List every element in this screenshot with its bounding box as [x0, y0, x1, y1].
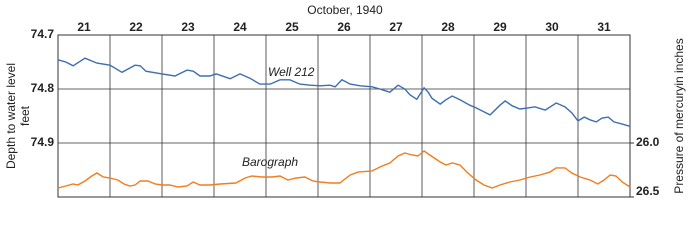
- series-line: [57, 150, 631, 189]
- x-tick-label: 25: [285, 20, 299, 34]
- series-line: [57, 57, 631, 127]
- x-tick-label: 31: [597, 20, 611, 34]
- x-tick-label: 23: [181, 20, 195, 34]
- y-axis-label: feet: [18, 105, 32, 126]
- x-tick-label: 26: [337, 20, 351, 34]
- x-tick-label: 29: [493, 20, 507, 34]
- chart: October, 1940 Depth to water level feet …: [4, 3, 686, 198]
- annotation: Well 212: [268, 65, 315, 79]
- x-tick-label: 27: [389, 20, 403, 34]
- y-tick-label: 74.7: [31, 27, 55, 41]
- x-tick-label: 22: [129, 20, 143, 34]
- y-tick-label: 74.8: [31, 81, 55, 95]
- chart-title: October, 1940: [307, 3, 383, 17]
- y2-tick-label: 26.5: [636, 184, 660, 198]
- x-tick-label: 21: [77, 20, 91, 34]
- x-tick-label: 30: [545, 20, 559, 34]
- y-axis-label: Depth to water level: [4, 63, 18, 169]
- plot-frame: [57, 34, 631, 198]
- annotation: Barograph: [242, 155, 298, 169]
- x-tick-label: 28: [441, 20, 455, 34]
- y2-axis-label: Pressure of mercuryin inches: [672, 38, 686, 193]
- y-tick-label: 74.9: [31, 135, 55, 149]
- x-tick-label: 24: [233, 20, 247, 34]
- y2-tick-label: 26.0: [636, 135, 660, 149]
